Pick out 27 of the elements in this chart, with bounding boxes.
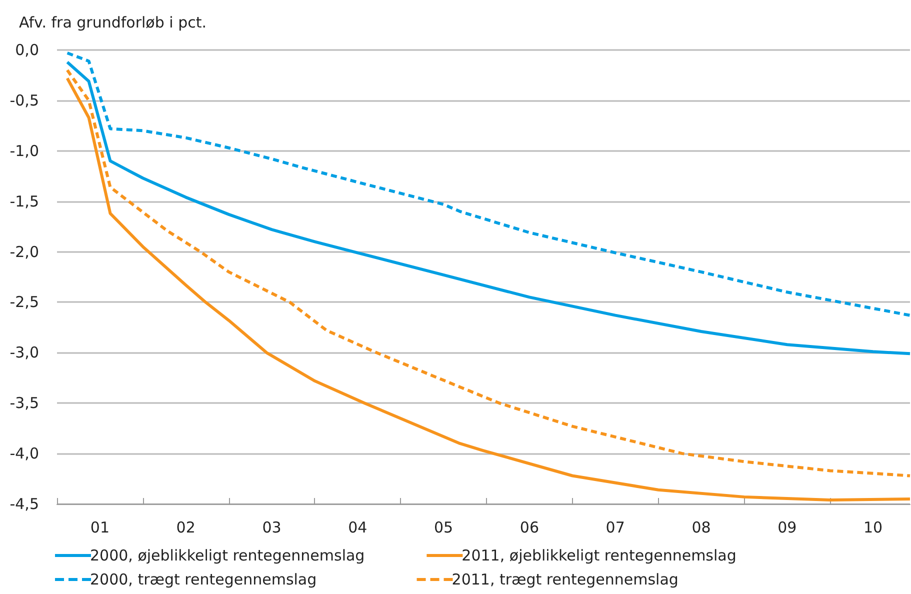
- x-tick-label: 02: [176, 518, 196, 536]
- x-tick-label: 05: [434, 518, 454, 536]
- x-tick-label: 04: [348, 518, 368, 536]
- y-tick-label: -3,0: [10, 344, 39, 362]
- x-tick-label: 03: [262, 518, 282, 536]
- x-tick-label: 07: [606, 518, 625, 536]
- y-tick-label: -1,0: [10, 142, 39, 160]
- x-tick-label: 10: [864, 518, 883, 536]
- y-tick-label: -4,5: [10, 495, 39, 513]
- y-tick-label: -0,5: [10, 91, 39, 110]
- x-tick-label: 01: [90, 518, 110, 536]
- legend-label: 2000, øjeblikkeligt rentegennemslag: [90, 546, 427, 564]
- y-tick-label: -2,0: [10, 242, 39, 261]
- legend-label: 2011, øjeblikkeligt rentegennemslag: [462, 546, 798, 564]
- legend-label: 2011, trægt rentegennemslag: [452, 570, 779, 588]
- legend-label: 2000, trægt rentegennemslag: [90, 570, 417, 588]
- x-tick-label: 08: [692, 518, 711, 536]
- line-series: [66, 52, 911, 317]
- x-tick-label: 06: [520, 518, 540, 536]
- y-tick-label: -3,5: [10, 394, 39, 412]
- x-tick-label: 09: [778, 518, 797, 536]
- y-tick-label: -1,5: [10, 192, 39, 210]
- y-tick-label: -2,5: [10, 293, 39, 312]
- y-axis-title: Afv. fra grundforløb i pct.: [19, 14, 206, 32]
- y-tick-label: -4,0: [10, 444, 39, 463]
- y-tick-label: 0,0: [15, 41, 39, 59]
- line-series: [66, 60, 911, 356]
